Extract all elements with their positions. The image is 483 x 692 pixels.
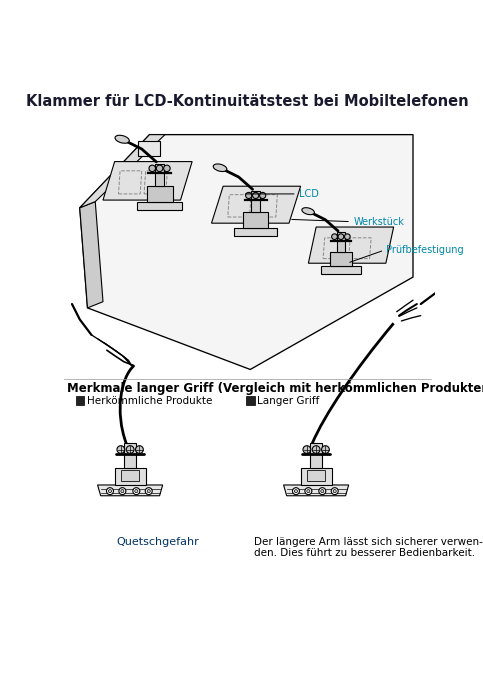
Polygon shape [80, 135, 165, 208]
Text: Merkmale langer Griff (Vergleich mit herkömmlichen Produkten): Merkmale langer Griff (Vergleich mit her… [67, 382, 483, 395]
Bar [251, 191, 260, 212]
Circle shape [303, 446, 311, 453]
Ellipse shape [213, 164, 227, 172]
Bar [321, 266, 361, 273]
Circle shape [332, 234, 337, 239]
Bar [246, 397, 255, 405]
Bar [114, 468, 146, 485]
Circle shape [133, 488, 140, 495]
Circle shape [164, 165, 170, 172]
Circle shape [117, 446, 125, 453]
Circle shape [319, 488, 326, 495]
Polygon shape [212, 186, 300, 224]
Circle shape [121, 490, 124, 493]
Circle shape [253, 192, 259, 199]
Bar [310, 444, 322, 468]
Circle shape [321, 490, 324, 493]
Polygon shape [80, 201, 103, 308]
Circle shape [295, 490, 298, 493]
Bar [307, 470, 326, 481]
Circle shape [136, 446, 143, 453]
Bar [76, 397, 85, 405]
Bar [138, 140, 159, 156]
Bar [124, 444, 136, 468]
Text: Werkstück: Werkstück [354, 217, 404, 227]
Text: Quetschgefahr: Quetschgefahr [116, 538, 199, 547]
Circle shape [344, 234, 350, 239]
Circle shape [147, 490, 150, 493]
Text: Der längere Arm lässt sich sicherer verwen-: Der längere Arm lässt sich sicherer verw… [254, 538, 483, 547]
Text: Klammer für LCD-Kontinuitätstest bei Mobiltelefonen: Klammer für LCD-Kontinuitätstest bei Mob… [26, 94, 469, 109]
Circle shape [305, 488, 312, 495]
Circle shape [156, 165, 163, 172]
Text: Langer Griff: Langer Griff [257, 396, 320, 406]
Circle shape [293, 488, 299, 495]
Polygon shape [80, 135, 413, 370]
Bar [155, 163, 164, 186]
Bar [300, 468, 332, 485]
Bar [329, 253, 352, 266]
Circle shape [108, 490, 112, 493]
Circle shape [106, 488, 114, 495]
Circle shape [126, 446, 134, 453]
Circle shape [331, 488, 338, 495]
Text: LCD: LCD [299, 189, 319, 199]
Polygon shape [284, 485, 349, 495]
Circle shape [307, 490, 310, 493]
Bar [337, 233, 345, 253]
Text: Prüfbefestigung: Prüfbefestigung [386, 245, 464, 255]
Text: den. Dies führt zu besserer Bedienbarkeit.: den. Dies führt zu besserer Bedienbarkei… [254, 548, 475, 558]
Bar [137, 202, 183, 210]
Polygon shape [103, 161, 192, 200]
Bar [243, 212, 268, 228]
Circle shape [259, 192, 266, 199]
Circle shape [135, 490, 138, 493]
Circle shape [119, 488, 126, 495]
Circle shape [245, 192, 252, 199]
Circle shape [333, 490, 336, 493]
Bar [234, 228, 277, 235]
Ellipse shape [302, 208, 314, 215]
Circle shape [312, 446, 320, 453]
Ellipse shape [115, 135, 129, 143]
Bar [146, 186, 172, 202]
Circle shape [322, 446, 329, 453]
Bar [121, 470, 140, 481]
Circle shape [149, 165, 156, 172]
Circle shape [338, 234, 344, 239]
Circle shape [145, 488, 152, 495]
Polygon shape [98, 485, 163, 495]
Text: Herkömmliche Produkte: Herkömmliche Produkte [87, 396, 212, 406]
Polygon shape [308, 227, 394, 263]
